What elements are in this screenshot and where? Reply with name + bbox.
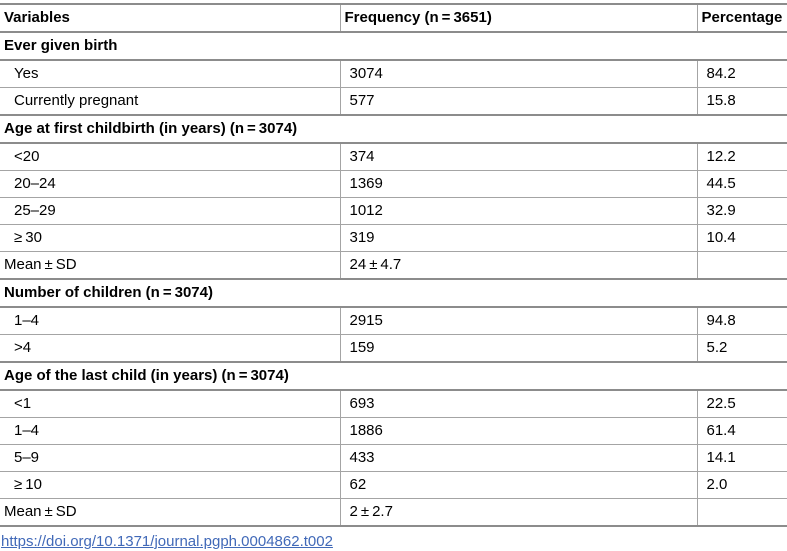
row-label: Currently pregnant [0, 87, 341, 116]
row-label: >4 [0, 334, 341, 363]
table-row: Currently pregnant 577 15.8 [0, 87, 787, 116]
table-row: 25–29 1012 32.9 [0, 197, 787, 225]
table-row: 5–9 433 14.1 [0, 444, 787, 472]
row-percentage: 2.0 [697, 471, 787, 499]
row-frequency: 24 ± 4.7 [340, 251, 698, 280]
row-frequency: 2915 [340, 306, 698, 335]
row-frequency: 62 [340, 471, 698, 499]
doi-link[interactable]: https://doi.org/10.1371/journal.pgph.000… [1, 533, 333, 550]
table-row: 1–4 2915 94.8 [0, 306, 787, 335]
table-header-row: Variables Frequency (n = 3651) Percentag… [0, 3, 787, 33]
row-percentage: 15.8 [697, 87, 787, 116]
row-percentage [697, 498, 787, 527]
row-percentage: 94.8 [697, 306, 787, 335]
section-row-number-of-children: Number of children (n = 3074) [0, 278, 787, 308]
mean-sd-row: Mean ± SD 24 ± 4.7 [0, 251, 787, 280]
section-label: Number of children (n = 3074) [0, 278, 787, 308]
row-label: ≥ 30 [0, 224, 341, 252]
table-row: 20–24 1369 44.5 [0, 170, 787, 198]
row-frequency: 159 [340, 334, 698, 363]
row-percentage: 12.2 [697, 142, 787, 171]
row-percentage [697, 251, 787, 280]
section-label: Ever given birth [0, 31, 787, 61]
row-label: Mean ± SD [0, 498, 341, 527]
row-percentage: 5.2 [697, 334, 787, 363]
row-label: 5–9 [0, 444, 341, 472]
row-label: 25–29 [0, 197, 341, 225]
row-frequency: 693 [340, 389, 698, 418]
row-label: Yes [0, 59, 341, 88]
row-percentage: 14.1 [697, 444, 787, 472]
descriptive-statistics-table: Variables Frequency (n = 3651) Percentag… [0, 3, 787, 527]
mean-sd-row: Mean ± SD 2 ± 2.7 [0, 498, 787, 527]
row-percentage: 22.5 [697, 389, 787, 418]
section-row-age-of-last-child: Age of the last child (in years) (n = 30… [0, 361, 787, 391]
section-row-ever-given-birth: Ever given birth [0, 31, 787, 61]
row-label: 1–4 [0, 306, 341, 335]
row-frequency: 1886 [340, 417, 698, 445]
row-label: <1 [0, 389, 341, 418]
row-label: 1–4 [0, 417, 341, 445]
table-footer: https://doi.org/10.1371/journal.pgph.000… [0, 533, 787, 551]
row-frequency: 577 [340, 87, 698, 116]
row-frequency: 2 ± 2.7 [340, 498, 698, 527]
table-row: 1–4 1886 61.4 [0, 417, 787, 445]
section-row-age-first-childbirth: Age at first childbirth (in years) (n = … [0, 114, 787, 144]
column-header-percentage: Percentage [697, 3, 787, 33]
row-frequency: 1369 [340, 170, 698, 198]
table-row: >4 159 5.2 [0, 334, 787, 363]
row-frequency: 3074 [340, 59, 698, 88]
table-row: ≥ 10 62 2.0 [0, 471, 787, 499]
row-frequency: 319 [340, 224, 698, 252]
row-label: 20–24 [0, 170, 341, 198]
table-row: Yes 3074 84.2 [0, 59, 787, 88]
table-row: <20 374 12.2 [0, 142, 787, 171]
column-header-variables: Variables [0, 3, 341, 33]
row-frequency: 1012 [340, 197, 698, 225]
row-frequency: 433 [340, 444, 698, 472]
section-label: Age at first childbirth (in years) (n = … [0, 114, 787, 144]
row-percentage: 10.4 [697, 224, 787, 252]
row-frequency: 374 [340, 142, 698, 171]
row-label: Mean ± SD [0, 251, 341, 280]
row-percentage: 84.2 [697, 59, 787, 88]
row-label: ≥ 10 [0, 471, 341, 499]
column-header-frequency: Frequency (n = 3651) [340, 3, 698, 33]
section-label: Age of the last child (in years) (n = 30… [0, 361, 787, 391]
table-row: <1 693 22.5 [0, 389, 787, 418]
row-label: <20 [0, 142, 341, 171]
row-percentage: 61.4 [697, 417, 787, 445]
table-row: ≥ 30 319 10.4 [0, 224, 787, 252]
row-percentage: 32.9 [697, 197, 787, 225]
row-percentage: 44.5 [697, 170, 787, 198]
